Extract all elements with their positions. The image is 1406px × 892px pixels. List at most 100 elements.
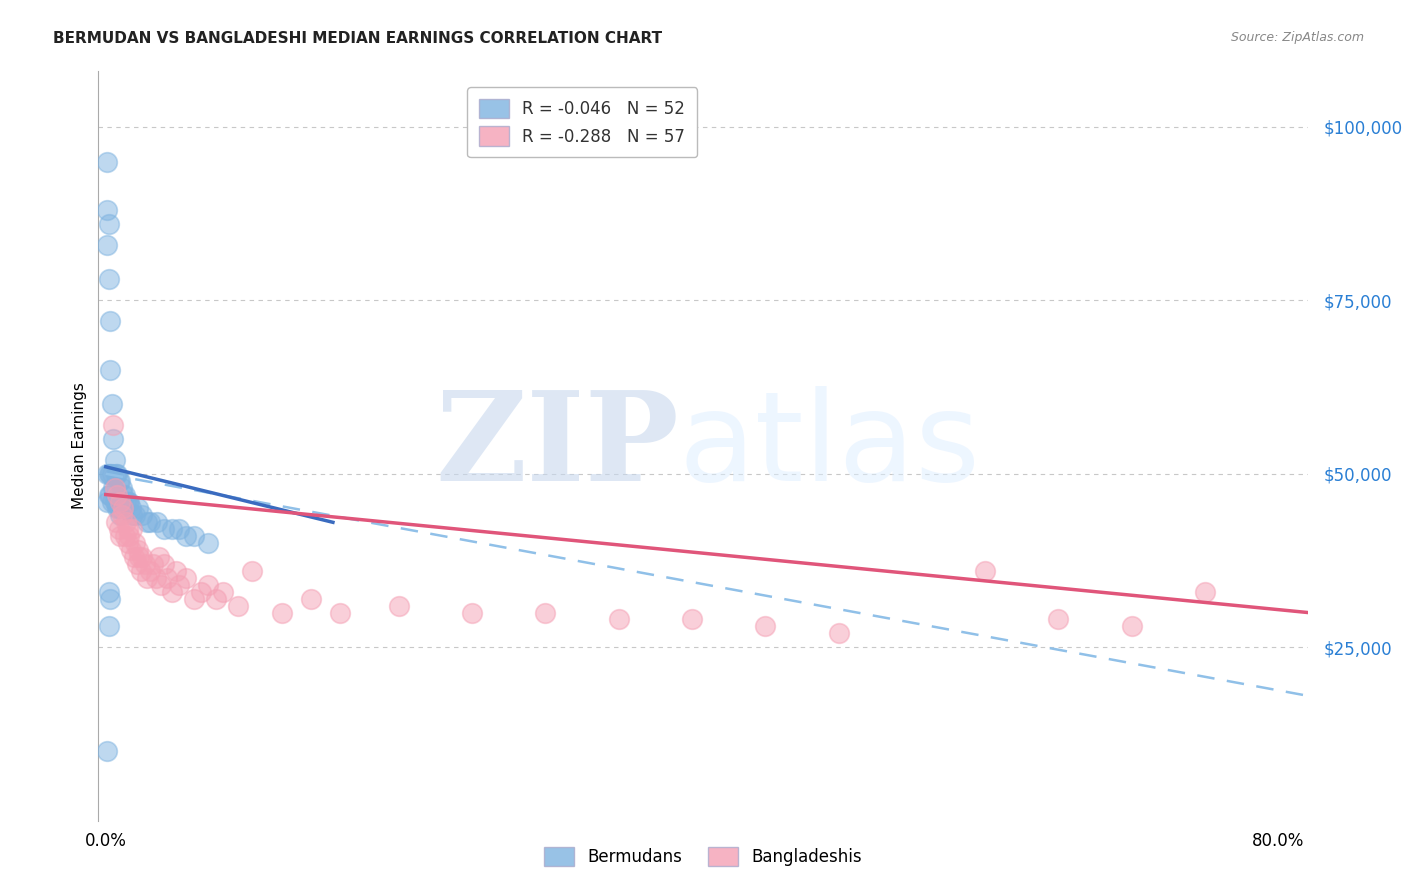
Point (100, 467, 122, 481)
Point (329, 606, 352, 620)
Point (105, 494, 128, 508)
Point (107, 501, 129, 516)
Point (142, 557, 165, 571)
Point (114, 529, 136, 543)
Point (212, 584, 235, 599)
Point (122, 549, 145, 564)
Point (1047, 612, 1070, 626)
Point (1194, 584, 1216, 599)
Point (97, 272, 120, 286)
Point (110, 474, 132, 488)
Point (115, 516, 138, 530)
Point (101, 481, 124, 495)
Point (165, 564, 187, 578)
Point (129, 564, 152, 578)
Point (270, 606, 292, 620)
Point (120, 543, 142, 558)
Point (97, 467, 120, 481)
Point (103, 453, 125, 467)
Point (176, 571, 198, 585)
Point (107, 487, 129, 501)
Point (96, 744, 118, 758)
Point (148, 549, 170, 564)
Point (100, 397, 122, 411)
Point (121, 508, 143, 523)
Point (112, 501, 135, 516)
Point (117, 522, 139, 536)
Point (124, 536, 146, 550)
Point (135, 516, 157, 530)
Point (167, 578, 190, 592)
Point (974, 564, 997, 578)
Point (100, 494, 122, 508)
Point (110, 529, 132, 543)
Point (183, 529, 205, 543)
Point (110, 508, 132, 523)
Point (197, 578, 219, 592)
Point (111, 481, 134, 495)
Point (97, 217, 120, 231)
Point (153, 557, 176, 571)
Point (461, 606, 484, 620)
Point (118, 494, 141, 508)
Point (97, 584, 120, 599)
Legend: R = -0.046   N = 52, R = -0.288   N = 57: R = -0.046 N = 52, R = -0.288 N = 57 (467, 87, 697, 157)
Point (96, 237, 118, 252)
Point (1121, 619, 1143, 633)
Text: BERMUDAN VS BANGLADESHI MEDIAN EARNINGS CORRELATION CHART: BERMUDAN VS BANGLADESHI MEDIAN EARNINGS … (53, 31, 662, 46)
Point (111, 508, 134, 523)
Point (827, 626, 849, 640)
Point (156, 571, 179, 585)
Point (97, 619, 120, 633)
Point (103, 481, 125, 495)
Point (121, 522, 143, 536)
Point (150, 578, 173, 592)
Point (135, 571, 157, 585)
Text: ZIP: ZIP (434, 385, 679, 507)
Point (146, 516, 169, 530)
Point (183, 591, 205, 606)
Point (128, 549, 150, 564)
Point (153, 522, 176, 536)
Point (131, 508, 153, 523)
Point (131, 549, 153, 564)
Point (101, 432, 124, 446)
Point (112, 487, 135, 501)
Point (145, 571, 167, 585)
Text: Source: ZipAtlas.com: Source: ZipAtlas.com (1230, 31, 1364, 45)
Point (160, 584, 183, 599)
Point (204, 591, 226, 606)
Point (103, 494, 125, 508)
Point (160, 522, 183, 536)
Point (534, 606, 557, 620)
Point (96, 203, 118, 218)
Y-axis label: Median Earnings: Median Earnings (72, 383, 87, 509)
Point (107, 467, 129, 481)
Point (97, 487, 120, 501)
Point (681, 612, 703, 626)
Point (754, 619, 776, 633)
Legend: Bermudans, Bangladeshis: Bermudans, Bangladeshis (537, 840, 869, 873)
Point (197, 536, 219, 550)
Point (127, 543, 149, 558)
Point (98, 362, 121, 376)
Point (98, 591, 121, 606)
Point (190, 584, 212, 599)
Point (167, 522, 190, 536)
Text: atlas: atlas (679, 385, 981, 507)
Point (124, 508, 146, 523)
Point (98, 487, 121, 501)
Point (98, 314, 121, 328)
Point (226, 599, 249, 613)
Point (108, 522, 131, 536)
Point (108, 474, 131, 488)
Point (96, 494, 118, 508)
Point (176, 529, 198, 543)
Point (240, 564, 263, 578)
Point (117, 536, 139, 550)
Point (110, 494, 132, 508)
Point (98, 467, 121, 481)
Point (118, 529, 141, 543)
Point (127, 501, 149, 516)
Point (125, 557, 148, 571)
